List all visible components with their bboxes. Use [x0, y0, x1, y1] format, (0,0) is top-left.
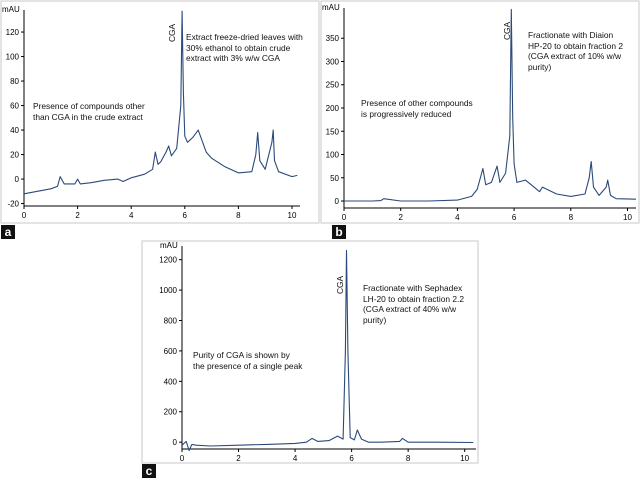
chart-svg-c: 0 200 400 600 800 1000 1200 0 2 4 6 8 10 mAU	[141, 240, 479, 464]
peak-label-cga: CGA	[335, 275, 345, 294]
chart-svg-b: 0 50 100 150 200 250 300 350 0 2 4 6 8 10 mAU	[320, 0, 640, 224]
y-tick-label: 50	[330, 174, 339, 183]
x-tick-label: 2	[236, 454, 241, 463]
y-tick-label: 400	[164, 377, 178, 386]
peak-label-cga: CGA	[167, 23, 177, 42]
x-tick-label: 6	[512, 213, 517, 222]
y-tick-label: -20	[7, 200, 19, 209]
chromatogram-trace-0	[23, 10, 298, 195]
x-tick-label: 10	[288, 211, 297, 220]
y-unit-label: mAU	[2, 5, 20, 14]
y-unit-label: mAU	[160, 241, 178, 250]
y-unit-label: mAU	[322, 3, 340, 12]
x-tick-label: 6	[183, 211, 188, 220]
peak-label-cga: CGA	[502, 21, 512, 40]
annotation-observation: Purity of CGA is shown by the presence o…	[193, 350, 303, 371]
panel-label-c: c	[142, 464, 156, 478]
y-tick-label: 250	[326, 81, 340, 90]
annotation-observation: Presence of other compounds is progressi…	[361, 98, 473, 119]
y-tick-label: 1200	[159, 256, 177, 265]
x-tick-label: 0	[342, 213, 347, 222]
plot-frame-b	[320, 0, 640, 224]
y-tick-label: 150	[326, 127, 340, 136]
x-tick-label: 6	[349, 454, 354, 463]
x-tick-label: 8	[236, 211, 241, 220]
annotation-fractionation-step: Fractionate with Diaion HP-20 to obtain …	[528, 30, 623, 72]
plot-frame-a	[0, 0, 320, 224]
y-tick-label: 60	[10, 102, 19, 111]
y-tick-label: 0	[15, 175, 20, 184]
x-tick-label: 2	[75, 211, 80, 220]
y-tick-label: 200	[164, 408, 178, 417]
y-tick-label: 20	[10, 151, 19, 160]
annotation-observation: Presence of compounds other than CGA in …	[33, 101, 145, 122]
y-tick-label: 100	[6, 53, 20, 62]
y-tick-label: 350	[326, 34, 340, 43]
x-tick-label: 4	[129, 211, 134, 220]
x-tick-label: 0	[22, 211, 27, 220]
panel-label-a: a	[1, 225, 15, 239]
y-tick-label: 120	[6, 28, 20, 37]
chart-panel-a: -20 0 20 40 60 80 100 120 0 2 4 6 8 10 mAU Extract fre…	[0, 0, 320, 240]
x-tick-label: 4	[455, 213, 460, 222]
x-tick-label: 8	[406, 454, 411, 463]
y-tick-label: 0	[173, 438, 178, 447]
y-tick-label: 80	[10, 77, 19, 86]
chart-panel-c: 0 200 400 600 800 1000 1200 0 2 4 6 8 10 mAU Fraction…	[141, 240, 481, 480]
chromatogram-trace-0	[181, 250, 474, 452]
y-tick-label: 200	[326, 104, 340, 113]
y-tick-label: 1000	[159, 286, 177, 295]
x-tick-label: 4	[293, 454, 298, 463]
x-tick-label: 8	[569, 213, 574, 222]
chart-panel-b: 0 50 100 150 200 250 300 350 0 2 4 6 8 10 mAU Fraction…	[320, 0, 640, 240]
x-tick-label: 0	[180, 454, 185, 463]
panel-label-b: b	[332, 225, 346, 239]
annotation-fractionation-step: Fractionate with Sephadex LH-20 to obtai…	[363, 283, 465, 325]
plot-frame-c	[141, 240, 479, 464]
y-tick-label: 0	[335, 197, 340, 206]
y-tick-label: 100	[326, 151, 340, 160]
x-tick-label: 10	[623, 213, 632, 222]
annotation-extraction-step: Extract freeze-dried leaves with 30% eth…	[186, 32, 303, 63]
y-tick-label: 300	[326, 57, 340, 66]
x-tick-label: 10	[460, 454, 469, 463]
y-tick-label: 40	[10, 126, 19, 135]
chromatogram-trace-0	[344, 8, 637, 202]
x-tick-label: 2	[398, 213, 403, 222]
y-tick-label: 800	[164, 317, 178, 326]
y-tick-label: 600	[164, 347, 178, 356]
